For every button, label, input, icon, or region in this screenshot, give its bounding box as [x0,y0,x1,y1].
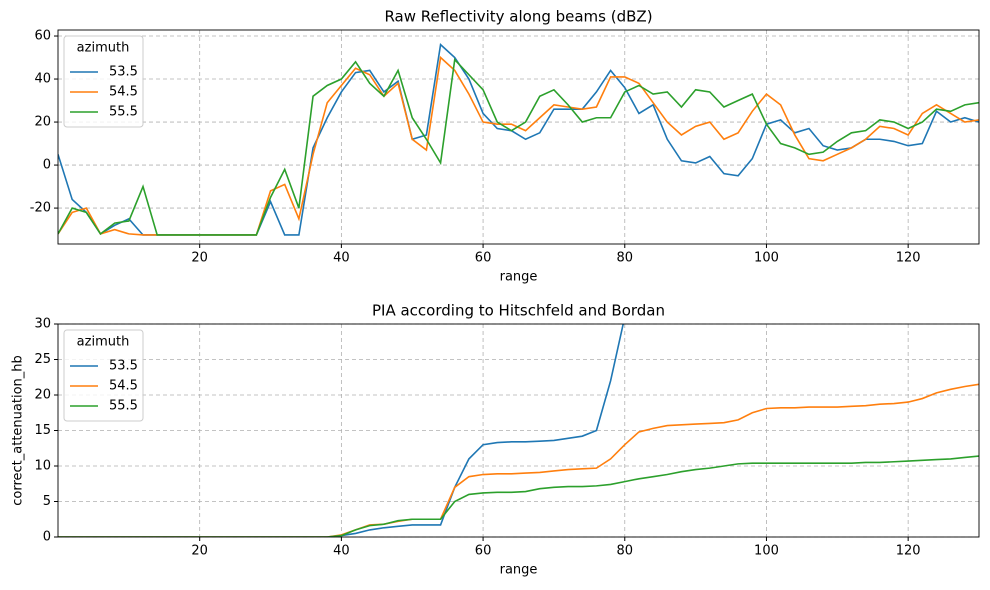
data-line [58,383,979,537]
axes-frame [57,29,980,245]
x-tick-label: 20 [191,251,208,266]
x-tick-label: 20 [191,544,208,559]
plot-area [58,30,979,244]
data-line [58,55,979,236]
y-tick-label: 20 [34,388,51,403]
x-axis-label: range [500,270,538,285]
legend-label: 53.5 [109,65,138,80]
x-tick-label: 80 [616,544,633,559]
legend-label: 53.5 [109,359,138,374]
legend-label: 55.5 [109,105,138,120]
y-tick-label: 5 [43,494,51,509]
y-tick-label: 0 [43,158,51,173]
x-tick-label: 40 [333,544,350,559]
y-axis-label: correct_attenuation_hb [11,355,26,506]
y-tick-label: 60 [34,29,51,44]
data-line [58,455,979,537]
legend-box [63,329,144,422]
y-tick-label: 10 [34,459,51,474]
chart-title: Raw Reflectivity along beams (dBZ) [384,8,652,26]
legend: azimuth 53.5 54.5 55.5 [63,35,144,128]
axes-frame [57,323,980,538]
x-axis-label: range [500,563,538,578]
x-tick-label: 120 [896,251,921,266]
legend-label: 54.5 [109,85,138,100]
x-tick-label: 80 [616,251,633,266]
y-tick-label: -20 [30,201,51,216]
x-tick-label: 100 [754,544,779,559]
y-tick-label: 15 [34,423,51,438]
x-tick-label: 40 [333,251,350,266]
legend-box [63,35,144,128]
legend-label: 55.5 [109,399,138,414]
y-tick-label: 30 [34,317,51,332]
y-tick-label: 20 [34,115,51,130]
y-tick-label: 25 [34,352,51,367]
y-tick-label: 0 [43,530,51,545]
legend-label: 54.5 [109,379,138,394]
x-tick-label: 100 [754,251,779,266]
plot-area [58,323,979,538]
legend: azimuth 53.5 54.5 55.5 [63,329,144,422]
legend-title: azimuth [77,335,130,350]
x-tick-label: 60 [475,544,492,559]
x-tick-label: 120 [896,544,921,559]
legend-title: azimuth [77,41,130,56]
chart-title: PIA according to Hitschfeld and Bordan [372,302,665,320]
x-tick-label: 60 [475,251,492,266]
y-tick-label: 40 [34,72,51,87]
data-line [58,57,979,236]
